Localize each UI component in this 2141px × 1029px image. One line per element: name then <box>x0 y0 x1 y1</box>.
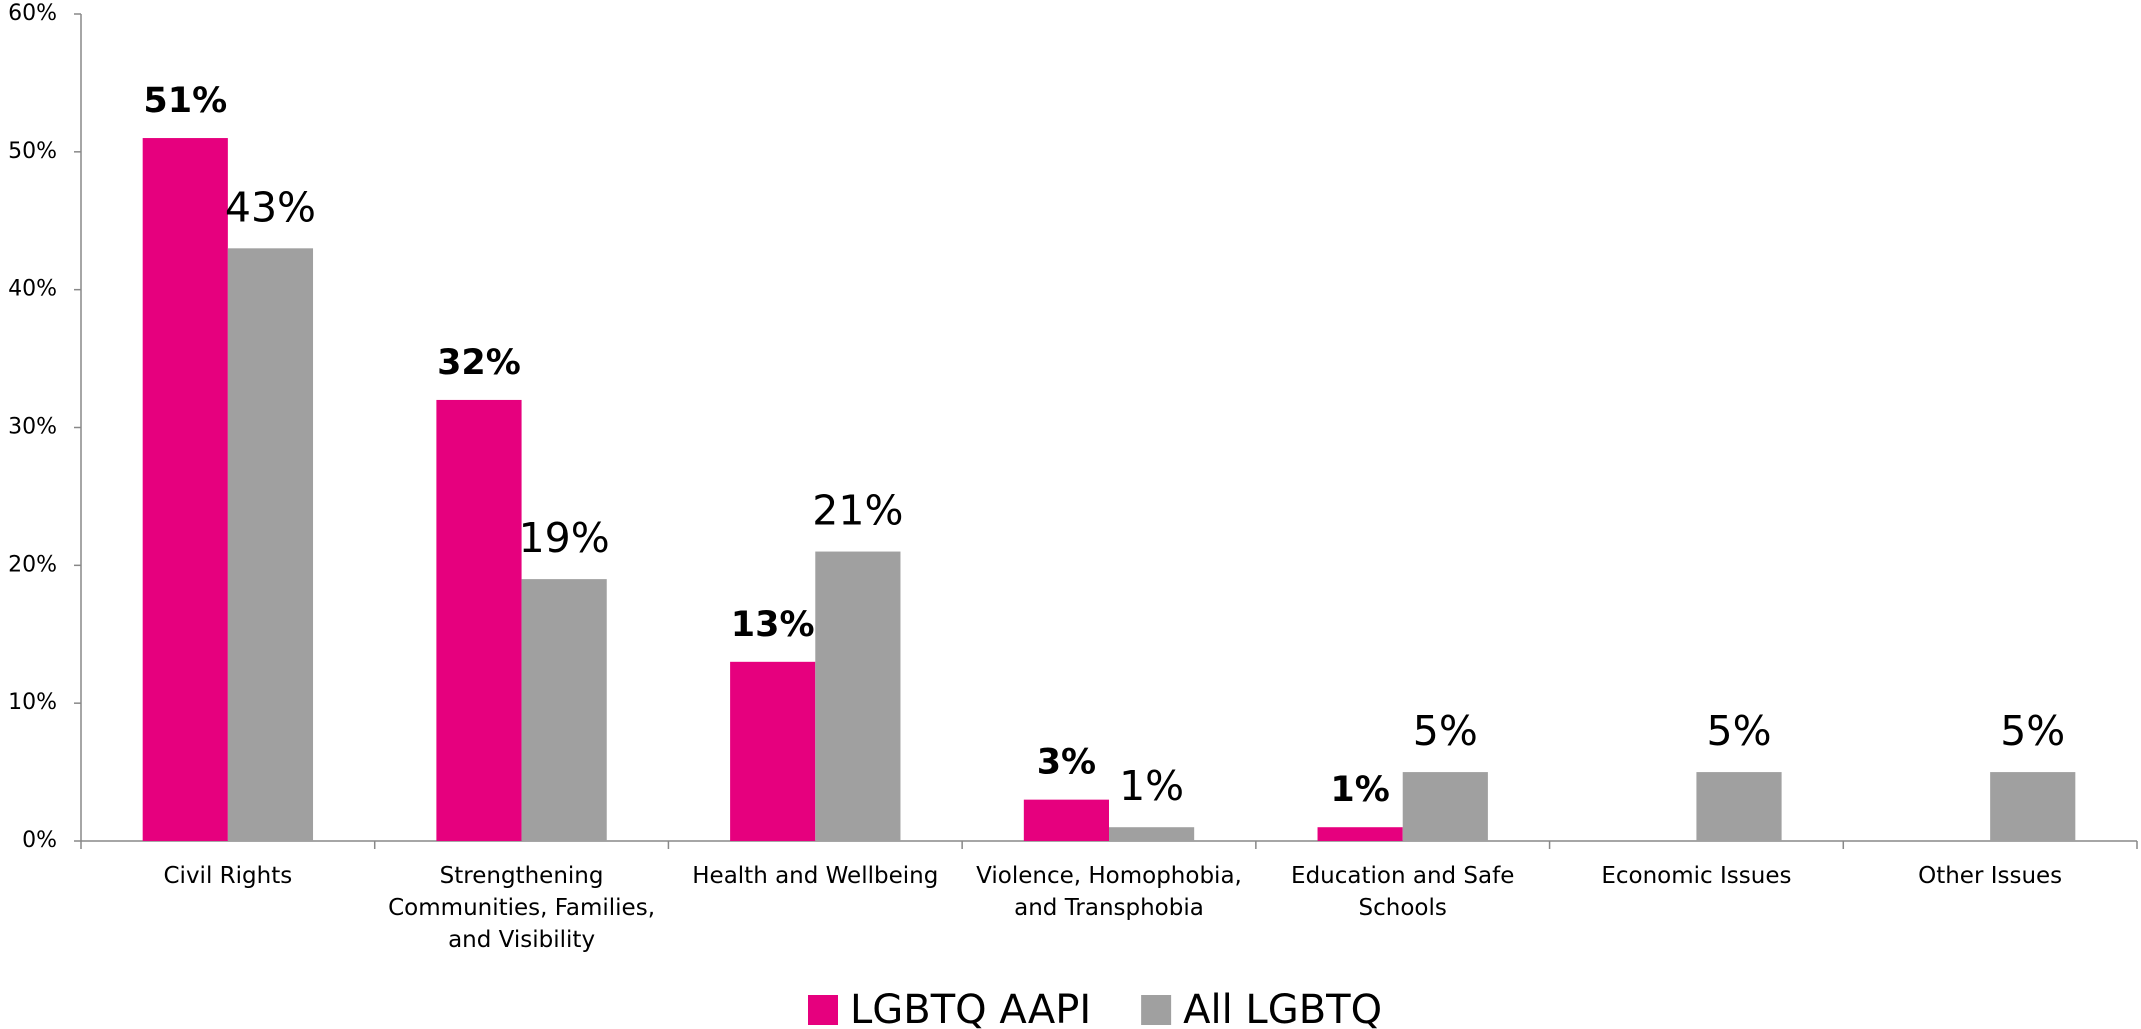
y-tick-label: 30% <box>8 415 57 440</box>
x-tick-label: Strengthening Communities, Families, and V… <box>388 863 655 953</box>
bar <box>815 551 901 841</box>
legend-label: All LGBTQ <box>1183 987 1382 1029</box>
legend-swatch <box>1141 995 1172 1025</box>
y-tick-label: 10% <box>8 690 57 715</box>
value-label: 13% <box>731 605 815 645</box>
value-label: 1% <box>1330 770 1389 810</box>
bar <box>142 138 228 842</box>
bar <box>436 399 522 841</box>
bar <box>1402 772 1488 841</box>
x-tick-label: Health and Wellbeing <box>692 863 938 889</box>
value-label: 1% <box>1119 762 1184 810</box>
legend-swatch <box>808 995 838 1025</box>
bar <box>1109 827 1195 841</box>
bar <box>730 661 816 841</box>
y-tick-label: 50% <box>8 139 57 164</box>
bar <box>1023 799 1109 841</box>
x-tick-label: Education and Safe Schools <box>1291 863 1514 921</box>
bar <box>227 248 314 842</box>
legend-label: LGBTQ AAPI <box>850 987 1091 1029</box>
x-tick-label: Violence, Homophobia, and Transphobia <box>976 863 1242 921</box>
y-tick-label: 20% <box>8 552 57 577</box>
bar <box>1990 772 2076 841</box>
value-label: 51% <box>143 81 227 121</box>
x-tick-label: Other Issues <box>1918 863 2062 889</box>
value-label: 32% <box>437 343 521 383</box>
y-tick-label: 0% <box>22 828 57 853</box>
x-tick-label: Civil Rights <box>164 863 293 889</box>
y-tick-label: 60% <box>8 1 57 26</box>
value-label: 5% <box>1706 707 1771 755</box>
value-label: 5% <box>2000 707 2065 755</box>
bar <box>1317 827 1403 841</box>
x-tick-label: Economic Issues <box>1601 863 1791 889</box>
value-label: 5% <box>1413 707 1478 755</box>
bar <box>521 579 607 841</box>
value-label: 43% <box>225 183 316 231</box>
value-label: 21% <box>812 487 903 535</box>
value-label: 3% <box>1037 743 1096 783</box>
value-label: 19% <box>519 514 610 562</box>
y-tick-label: 40% <box>8 277 57 302</box>
bar <box>1696 772 1782 841</box>
